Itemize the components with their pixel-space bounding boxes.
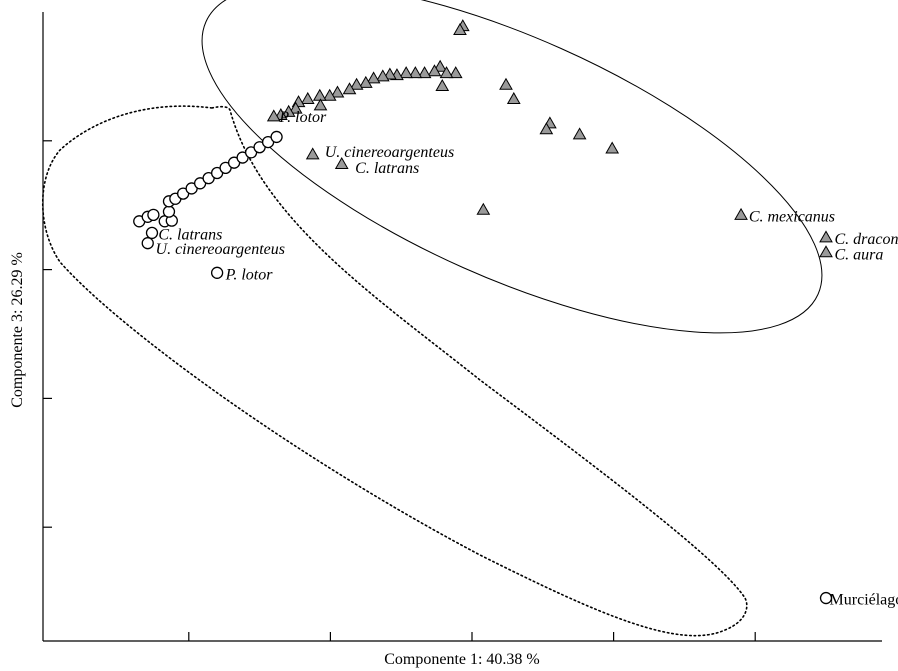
triangle-marker xyxy=(408,66,423,79)
triangle-marker xyxy=(300,91,315,104)
point-label: P. lotor xyxy=(278,109,327,126)
circle-marker xyxy=(819,591,833,605)
triangle-marker xyxy=(305,147,320,160)
triangle-marker xyxy=(349,77,364,90)
group-outline-dotted xyxy=(41,105,748,637)
triangle-marker xyxy=(499,77,513,90)
triangle-marker xyxy=(342,82,357,95)
triangle-marker xyxy=(476,202,491,215)
triangle-marker xyxy=(572,127,587,140)
axis-ticks xyxy=(43,140,756,641)
triangle-marker xyxy=(330,85,345,98)
point-label: C. latrans xyxy=(355,160,419,177)
triangle-marker xyxy=(453,23,467,36)
triangle-marker xyxy=(433,59,448,72)
triangle-marker xyxy=(288,101,303,114)
triangle-marker xyxy=(439,66,454,79)
triangle-marker xyxy=(334,156,349,169)
point-label: C. draconoides xyxy=(834,231,898,248)
point-label: C. latrans xyxy=(158,226,222,243)
triangle-marker xyxy=(435,79,450,92)
circle-marker xyxy=(147,208,160,222)
triangle-marker xyxy=(312,88,327,101)
triangle-marker xyxy=(313,98,328,111)
circle-marker xyxy=(162,205,176,218)
point-label: U. cinereoargenteus xyxy=(325,144,454,161)
triangle-marker xyxy=(605,141,620,154)
triangle-marker xyxy=(266,109,281,122)
circle-marker xyxy=(141,237,154,250)
group-ellipse-solid xyxy=(201,0,823,334)
triangle-marker xyxy=(375,69,390,82)
data-markers xyxy=(133,19,833,605)
point-label: Murciélago xyxy=(830,591,898,608)
point-label: C. aura xyxy=(834,246,883,263)
circle-marker xyxy=(145,226,159,240)
triangle-marker xyxy=(734,207,748,220)
triangle-marker xyxy=(819,245,833,258)
triangle-marker xyxy=(399,66,414,79)
triangle-marker xyxy=(819,230,833,243)
point-label: U. cinereoargenteus xyxy=(156,241,285,258)
triangle-marker xyxy=(358,75,373,88)
triangle-marker xyxy=(366,71,381,84)
triangle-marker xyxy=(448,66,463,79)
y-axis-title: Componente 3: 26.29 % xyxy=(9,252,26,408)
triangle-marker xyxy=(417,66,432,79)
triangle-marker xyxy=(322,88,337,101)
circle-marker xyxy=(210,266,224,279)
axes xyxy=(42,12,882,642)
triangle-marker xyxy=(427,64,442,77)
point-label: C. mexicanus xyxy=(749,208,835,225)
x-axis-title: Componente 1: 40.38 % xyxy=(384,651,540,668)
circle-marker xyxy=(270,130,283,144)
triangle-marker xyxy=(506,91,521,104)
point-label: P. lotor xyxy=(225,266,274,283)
triangle-marker xyxy=(281,104,296,117)
triangle-marker xyxy=(383,67,397,80)
triangle-marker xyxy=(539,122,554,135)
